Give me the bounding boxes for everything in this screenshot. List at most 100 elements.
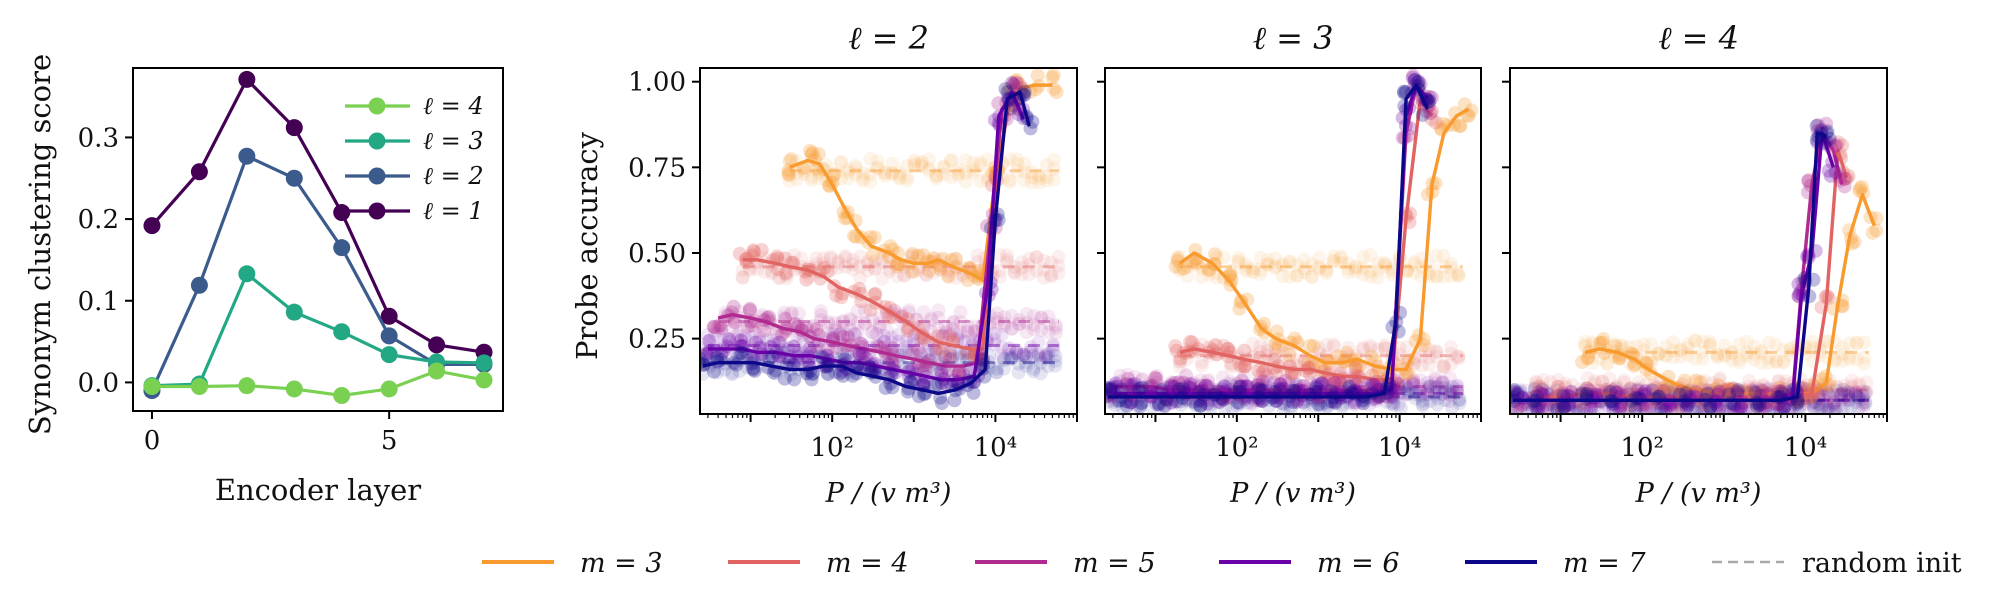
data-point <box>911 320 926 335</box>
random-init-point <box>1370 256 1385 271</box>
data-point <box>285 380 303 398</box>
random-init-point <box>1341 340 1356 355</box>
random-init-point <box>1638 404 1653 414</box>
data-point <box>1746 384 1761 399</box>
data-point <box>1712 401 1727 414</box>
random-init-point <box>1562 403 1577 414</box>
random-init-point <box>944 170 959 185</box>
random-init-point <box>1370 270 1385 285</box>
random-init-point <box>1658 339 1673 354</box>
data-point <box>1171 382 1186 397</box>
plot-frame <box>699 67 1078 415</box>
random-init-point <box>1442 383 1457 398</box>
random-init-point <box>1436 259 1451 274</box>
random-init-point <box>1577 402 1592 414</box>
random-init-point <box>1046 161 1061 176</box>
random-init-point <box>1135 395 1150 410</box>
data-point <box>1311 397 1326 412</box>
random-init-point <box>877 165 892 180</box>
x-axis-title: P / (v m³) <box>825 478 952 509</box>
data-point <box>757 323 772 338</box>
random-init-point <box>843 313 858 328</box>
random-init-point <box>1335 400 1350 414</box>
random-init-point <box>1510 386 1520 401</box>
random-init-point <box>1238 261 1253 276</box>
random-init-point <box>845 252 860 267</box>
random-init-point <box>835 344 850 359</box>
random-init-point <box>1152 395 1167 410</box>
data-point <box>238 147 256 165</box>
random-init-point <box>1398 377 1413 392</box>
data-point <box>1636 386 1651 401</box>
data-point <box>778 311 793 326</box>
random-init-point <box>1036 253 1051 268</box>
data-point <box>1119 398 1134 413</box>
data-point <box>1556 386 1571 401</box>
random-init-point <box>1738 401 1753 414</box>
random-init-point <box>1004 321 1019 336</box>
random-init-point <box>931 303 946 318</box>
random-init-point <box>823 262 838 277</box>
random-init-point <box>1819 400 1834 414</box>
data-point <box>1623 381 1638 396</box>
random-init-point <box>1318 374 1333 389</box>
data-point <box>911 389 926 404</box>
data-point <box>714 321 729 336</box>
legend-marker <box>368 167 386 185</box>
random-init-point <box>1753 401 1768 414</box>
random-init-point <box>1290 336 1305 351</box>
data-point <box>1193 398 1208 413</box>
random-init-point <box>1614 339 1629 354</box>
data-point <box>1531 385 1546 400</box>
random-init-point <box>946 315 961 330</box>
random-init-point <box>1034 311 1049 326</box>
random-init-point <box>1630 382 1645 397</box>
random-init-point <box>1298 397 1313 412</box>
data-point <box>1703 400 1718 414</box>
random-init-point <box>1010 157 1025 172</box>
random-init-point <box>1201 374 1216 389</box>
data-point <box>1240 379 1255 394</box>
random-init-point <box>1051 249 1066 264</box>
plot-frame <box>1509 67 1888 415</box>
data-point <box>922 263 937 278</box>
random-init-point <box>1843 399 1858 414</box>
random-init-point <box>850 303 865 318</box>
data-point <box>1167 379 1182 394</box>
random-init-point <box>946 314 961 329</box>
data-point <box>1854 179 1869 194</box>
data-point <box>1133 399 1148 414</box>
random-init-point <box>1617 375 1632 390</box>
random-init-point <box>1004 351 1019 366</box>
data-point <box>1672 387 1687 402</box>
random-init-point <box>841 171 856 186</box>
random-init-point <box>1393 400 1408 414</box>
random-init-point <box>797 166 812 181</box>
data-point <box>1729 384 1744 399</box>
random-init-point <box>1276 401 1291 414</box>
random-init-point <box>1510 399 1520 414</box>
data-point <box>1006 77 1021 92</box>
data-point <box>1730 383 1745 398</box>
random-init-point <box>855 348 870 363</box>
random-init-point <box>789 172 804 187</box>
random-init-point <box>931 310 946 325</box>
data-point <box>713 318 728 333</box>
data-point <box>707 320 722 335</box>
random-init-point <box>1120 367 1135 382</box>
random-init-point <box>882 264 897 279</box>
data-point <box>1776 400 1791 414</box>
random-init-point <box>782 174 797 189</box>
data-point <box>1168 339 1183 354</box>
random-init-point <box>1297 261 1312 276</box>
data-point <box>1173 351 1188 366</box>
random-init-point <box>855 171 870 186</box>
data-point <box>817 260 832 275</box>
random-init-point <box>1450 384 1465 399</box>
data-point <box>1580 351 1595 366</box>
random-init-point <box>835 321 850 336</box>
random-init-point <box>1127 370 1142 385</box>
random-init-point <box>1450 385 1465 400</box>
y-tick-label: 0.50 <box>628 239 686 269</box>
